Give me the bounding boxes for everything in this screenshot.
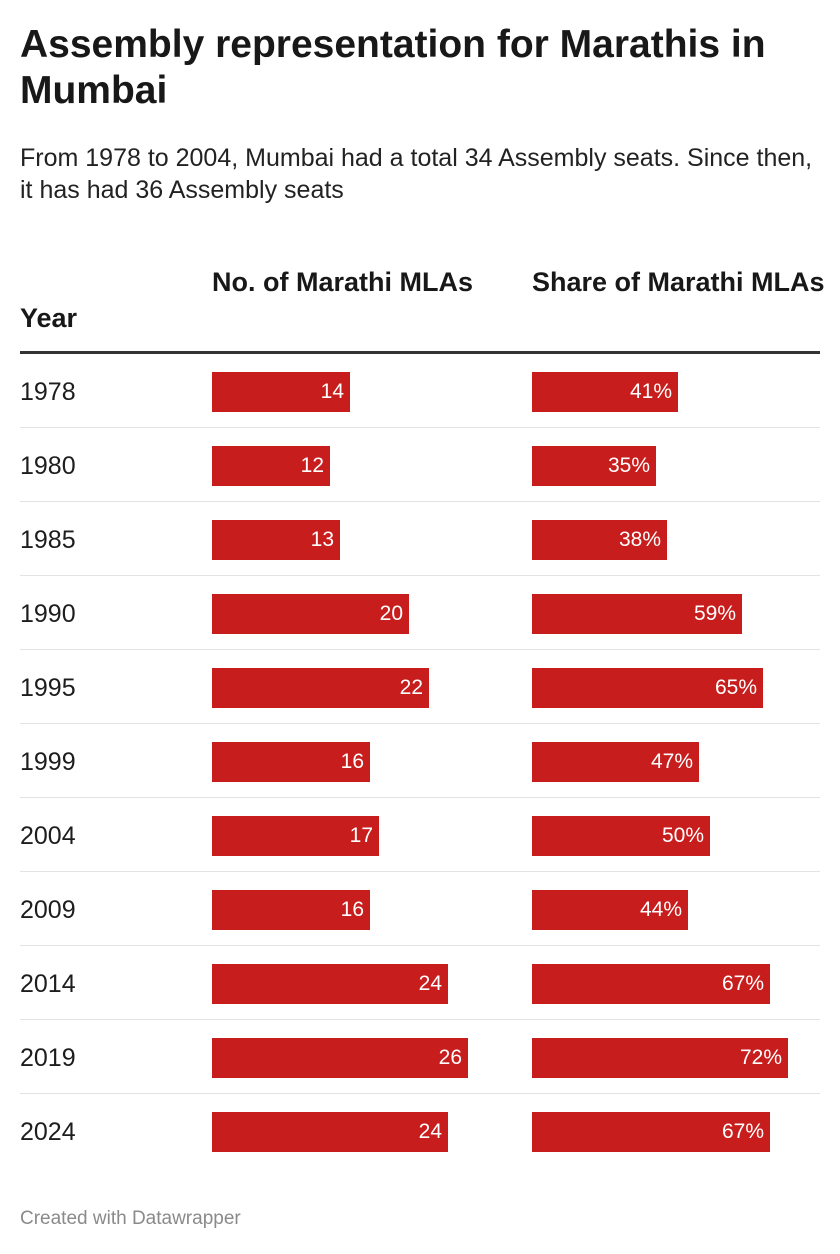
row-year: 2024 [20, 1118, 76, 1146]
table-row: 1995 22 65% [20, 650, 820, 724]
column-header-share: Share of Marathi MLAs [532, 267, 825, 297]
bar-share: 67% [532, 964, 770, 1004]
column-header-count: No. of Marathi MLAs [212, 267, 473, 297]
row-year: 2019 [20, 1044, 76, 1072]
bar-share-label: 50% [661, 824, 704, 847]
bar-count-label: 22 [399, 676, 423, 699]
bar-count: 16 [212, 742, 370, 782]
bar-share: 50% [532, 816, 710, 856]
row-year: 1999 [20, 748, 76, 776]
bar-count-label: 12 [300, 454, 324, 477]
bar-count-label: 17 [349, 824, 373, 847]
row-year: 1995 [20, 674, 76, 702]
bar-share-label: 65% [714, 676, 757, 699]
bar-share-label: 38% [618, 528, 661, 551]
table-row: 1985 13 38% [20, 502, 820, 576]
bar-count: 13 [212, 520, 340, 560]
bar-count-label: 24 [418, 972, 442, 995]
chart-title: Assembly representation for Marathis in … [20, 23, 766, 112]
bar-count-label: 24 [418, 1120, 442, 1143]
header-divider [20, 351, 820, 354]
bar-count: 14 [212, 372, 350, 412]
bar-share-label: 44% [639, 898, 682, 921]
bar-share-label: 41% [629, 380, 672, 403]
bar-share: 35% [532, 446, 656, 486]
bar-share-label: 72% [739, 1046, 782, 1069]
table-row: 2024 24 67% [20, 1094, 820, 1168]
bar-count: 24 [212, 964, 448, 1004]
bar-count: 22 [212, 668, 429, 708]
bar-count-label: 14 [320, 380, 344, 403]
footer-credit: Created with Datawrapper [20, 1208, 241, 1229]
bar-share: 65% [532, 668, 763, 708]
bar-share: 67% [532, 1112, 770, 1152]
row-year: 1980 [20, 452, 76, 480]
table-row: 2019 26 72% [20, 1020, 820, 1094]
table-row: 1980 12 35% [20, 428, 820, 502]
bar-count: 20 [212, 594, 409, 634]
bar-count-label: 16 [340, 750, 364, 773]
bar-share-label: 47% [650, 750, 693, 773]
bar-count-label: 16 [340, 898, 364, 921]
row-year: 1985 [20, 526, 76, 554]
bar-share-label: 59% [693, 602, 736, 625]
bar-share-label: 35% [607, 454, 650, 477]
chart-subtitle: From 1978 to 2004, Mumbai had a total 34… [20, 144, 813, 204]
row-year: 2014 [20, 970, 76, 998]
table-row: 2004 17 50% [20, 798, 820, 872]
bar-share: 41% [532, 372, 678, 412]
bar-share-label: 67% [721, 1120, 764, 1143]
bar-share-label: 67% [721, 972, 764, 995]
bar-share: 59% [532, 594, 742, 634]
bar-count: 16 [212, 890, 370, 930]
row-year: 1978 [20, 378, 76, 406]
bar-count: 26 [212, 1038, 468, 1078]
table-row: 2009 16 44% [20, 872, 820, 946]
table-row: 1999 16 47% [20, 724, 820, 798]
bar-count: 24 [212, 1112, 448, 1152]
table-row: 1990 20 59% [20, 576, 820, 650]
bar-share: 47% [532, 742, 699, 782]
bar-count: 17 [212, 816, 379, 856]
column-header-year: Year [20, 303, 78, 333]
bar-count: 12 [212, 446, 330, 486]
row-year: 2009 [20, 896, 76, 924]
bar-count-label: 13 [310, 528, 334, 551]
bar-share: 44% [532, 890, 688, 930]
bar-count-label: 26 [438, 1046, 462, 1069]
row-year: 1990 [20, 600, 76, 628]
bar-count-label: 20 [379, 602, 403, 625]
bar-share: 38% [532, 520, 667, 560]
table-row: 1978 14 41% [20, 354, 820, 428]
table-body: 1978 14 41% 1980 12 35% 1985 13 38% 1990 20 59% 1995… [20, 354, 820, 1168]
table-row: 2014 24 67% [20, 946, 820, 1020]
row-year: 2004 [20, 822, 76, 850]
bar-share: 72% [532, 1038, 788, 1078]
